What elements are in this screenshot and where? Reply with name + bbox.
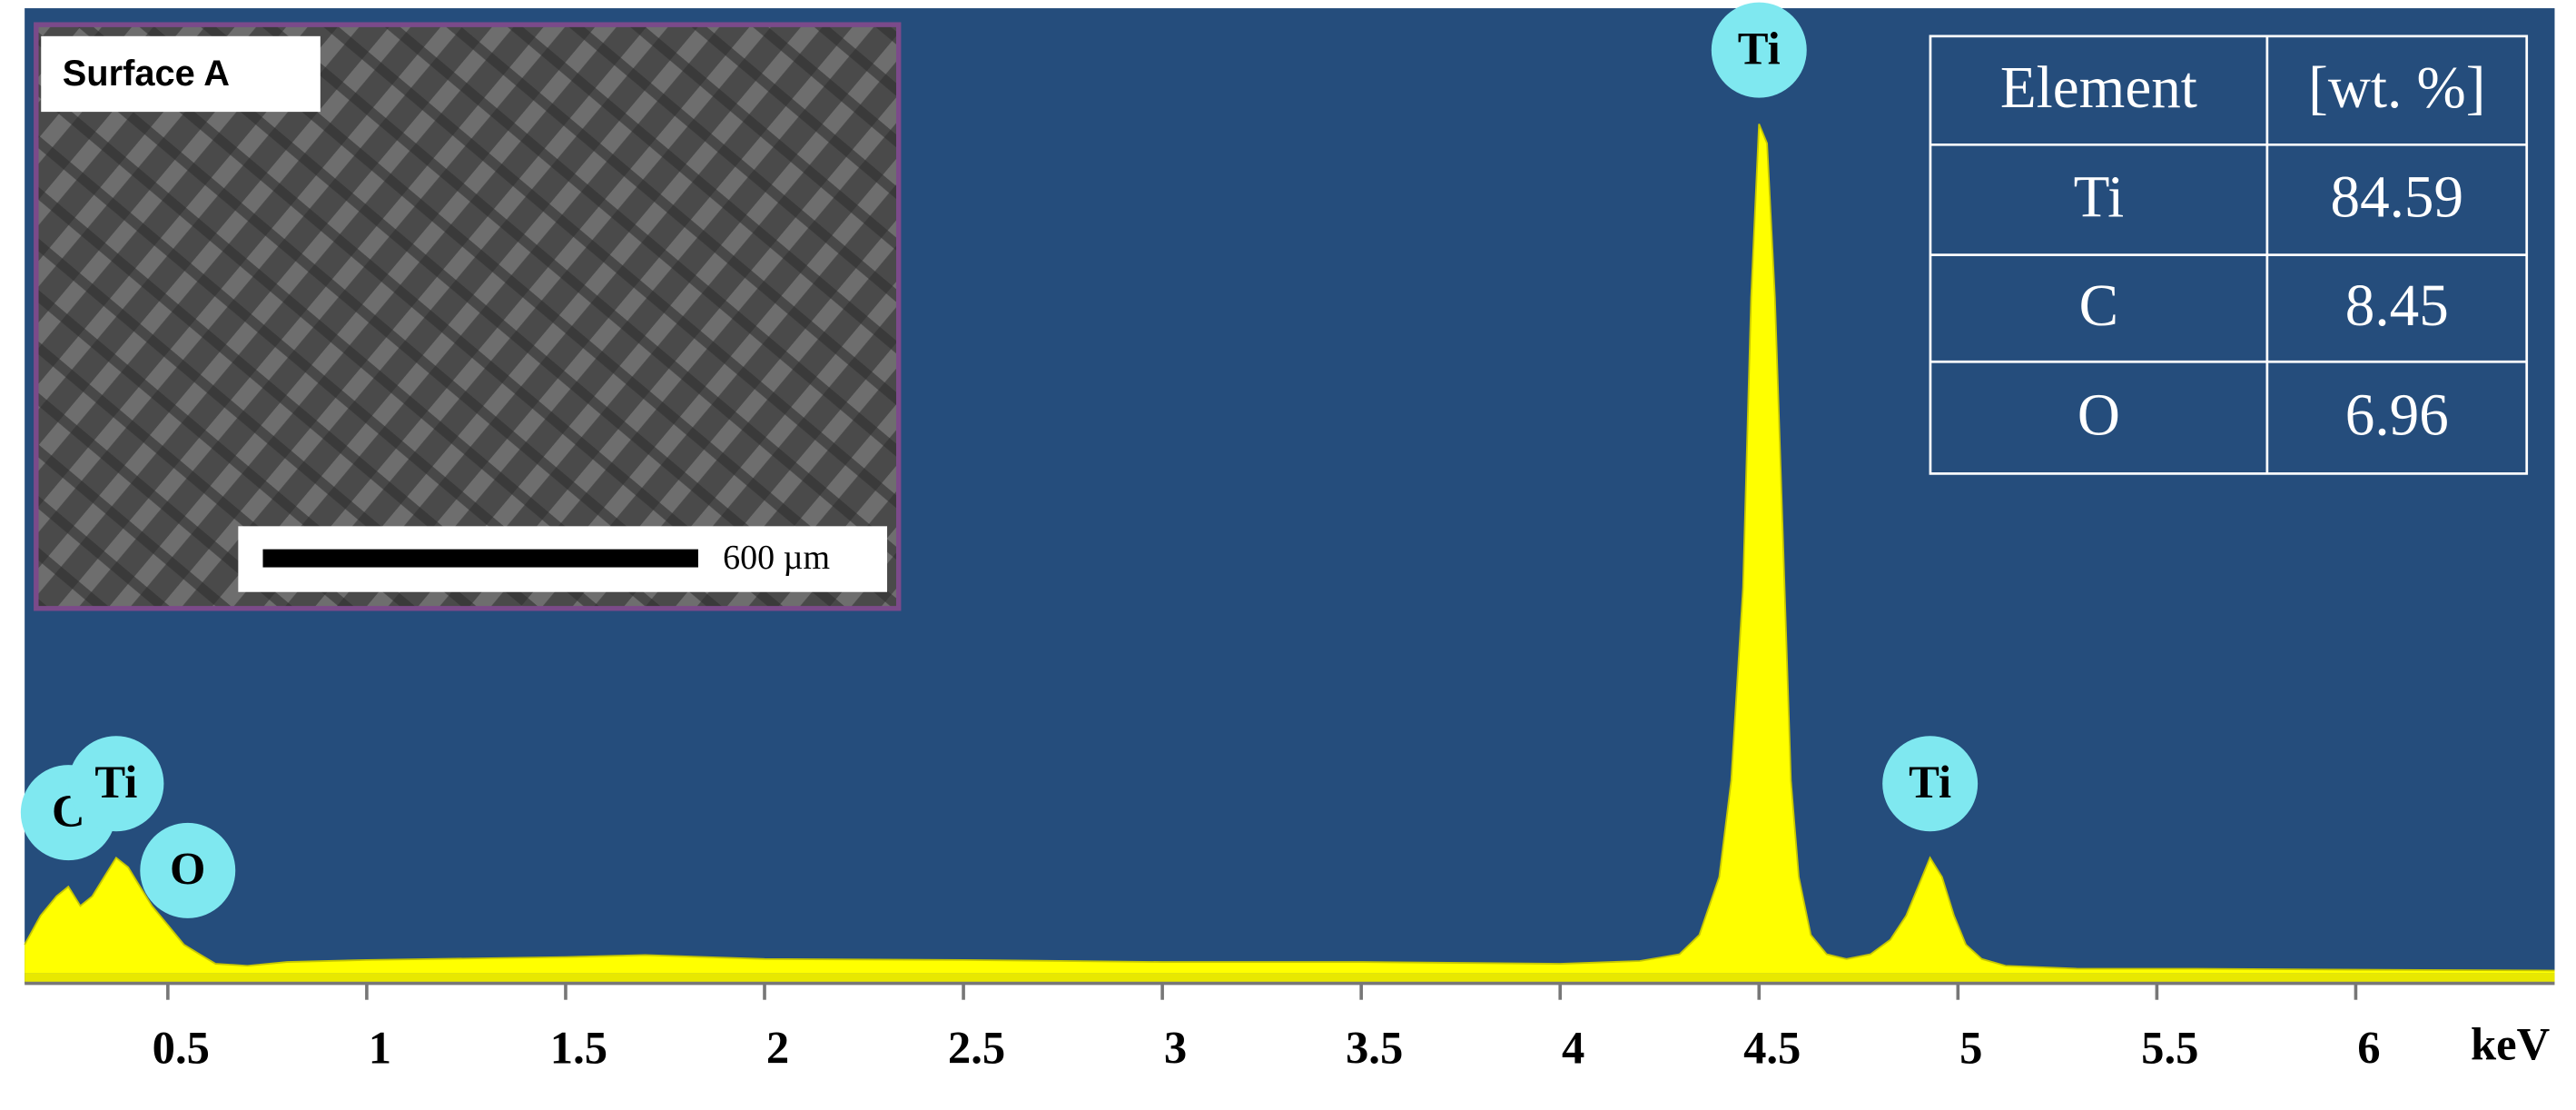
peak-label: O: [170, 844, 205, 895]
scale-bar: [262, 549, 698, 568]
peak-label: Ti: [1909, 757, 1951, 808]
table-cell: [wt. %]: [2308, 55, 2485, 121]
table: Element [wt. %] Ti 84.59 C 8.45 O 6.96: [1929, 35, 2529, 475]
x-tick-label: 4.5: [1743, 1022, 1801, 1073]
x-tick-label: 3: [1164, 1022, 1187, 1073]
inset-label-box: [41, 35, 321, 113]
sem-image: [34, 22, 902, 611]
scale-bar-label: 600 µm: [723, 539, 830, 577]
peak-marker: [140, 822, 236, 918]
x-tick-label: 6: [2357, 1022, 2380, 1073]
x-tick-label: 4: [1562, 1022, 1584, 1073]
x-tick-label: 2: [766, 1022, 789, 1073]
peak-label: Ti: [94, 757, 137, 808]
peak-marker: [1711, 2, 1807, 98]
inset: Surface A 600 µm: [34, 22, 902, 611]
x-tick-label: 3.5: [1346, 1022, 1403, 1073]
x-axis-label: keV: [2471, 1019, 2551, 1070]
x-tick-label: 5.5: [2141, 1022, 2198, 1073]
x-tick-label: 0.5: [153, 1022, 210, 1073]
spectrum-line: [24, 124, 2555, 972]
table-cell: Element: [2000, 55, 2197, 121]
inset-label: Surface A: [63, 54, 230, 94]
table-cell: 8.45: [2345, 273, 2449, 339]
x-tick-label: 1: [369, 1022, 391, 1073]
baseline: [25, 973, 2555, 984]
peak-marker: [68, 736, 164, 832]
peak-label: Ti: [1738, 23, 1781, 74]
table-cell: Ti: [2074, 165, 2125, 231]
table-cell: O: [2078, 382, 2120, 448]
x-tick-label: 5: [1959, 1022, 1982, 1073]
peak-marker: [1882, 736, 1979, 832]
table-cell: C: [2079, 273, 2118, 339]
x-tick-label: 1.5: [550, 1022, 607, 1073]
table-cell: 6.96: [2345, 382, 2449, 448]
x-tick-label: 2.5: [948, 1022, 1005, 1073]
table-cell: 84.59: [2331, 165, 2464, 231]
